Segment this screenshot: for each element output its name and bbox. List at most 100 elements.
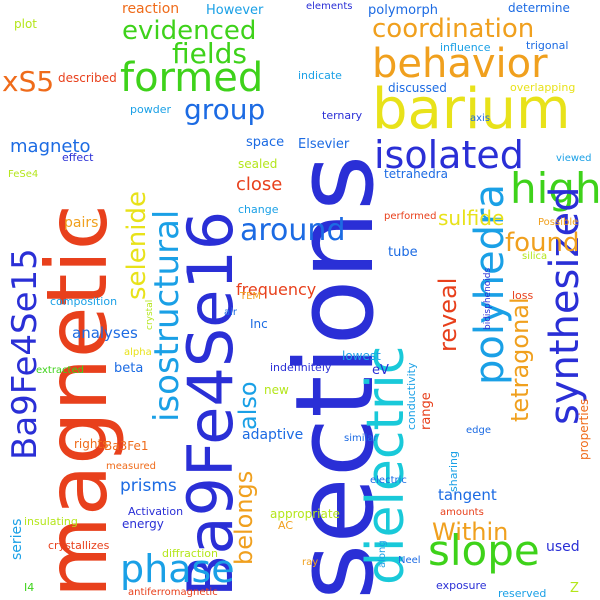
word-formed: formed xyxy=(120,55,264,101)
word-reserved: reserved xyxy=(498,587,547,600)
word-crystal: crystal xyxy=(145,299,155,330)
word-tangent: tangent xyxy=(438,486,497,504)
word-tetragonal: tetragonal xyxy=(506,297,534,422)
word-however: However xyxy=(206,3,264,18)
word-within: Within xyxy=(432,518,509,546)
word-overlapping: overlapping xyxy=(510,81,576,94)
word-ba3fe1: Ba3Fe1 xyxy=(104,439,149,453)
word-reaction: reaction xyxy=(122,1,180,17)
word-tube: tube xyxy=(388,245,418,260)
word-space: space xyxy=(246,135,285,150)
word-polymorph: polymorph xyxy=(368,3,438,18)
word-measured: measured xyxy=(106,461,156,472)
word-possible: Possible xyxy=(538,217,579,228)
word-also: also xyxy=(234,381,262,430)
word-behavior: behavior xyxy=(372,41,548,87)
word-elsevier: Elsevier xyxy=(298,137,350,152)
word-isolated: isolated xyxy=(374,133,524,177)
word-frequency: frequency xyxy=(236,280,317,299)
word-powder: powder xyxy=(130,103,171,116)
word-xs5: xS5 xyxy=(2,65,55,98)
word-performed: performed xyxy=(384,211,437,222)
word-properties: properties xyxy=(577,398,591,460)
word-determine: determine xyxy=(508,1,570,15)
word-diffraction: diffraction xyxy=(162,547,218,560)
word-extracted: extracted xyxy=(36,365,84,376)
word-new: new xyxy=(264,383,289,397)
word-exposure: exposure xyxy=(436,579,487,592)
word-alpha: alpha xyxy=(124,347,152,358)
word-plot: plot xyxy=(14,17,37,31)
word-inc: Inc xyxy=(250,317,268,331)
word-beta: beta xyxy=(114,361,144,376)
word-ternary: ternary xyxy=(322,109,363,122)
word-phase: phase xyxy=(120,547,235,591)
word-edge: edge xyxy=(466,425,491,436)
word-appropriate: appropriate xyxy=(270,507,340,521)
word-sealed: sealed xyxy=(238,157,278,171)
word-silica: silica xyxy=(522,251,548,262)
word-fields: fields xyxy=(172,37,248,70)
word-around: around xyxy=(240,213,346,248)
word-electric: electric xyxy=(370,475,407,486)
word-indicate: indicate xyxy=(298,69,342,82)
word-lowest: lowest xyxy=(342,349,381,363)
word-energy: energy xyxy=(122,517,164,531)
word-influence: influence xyxy=(440,41,491,54)
word-reveal: reveal xyxy=(434,277,462,352)
word-series: series xyxy=(9,518,25,560)
word-selenide: selenide xyxy=(122,191,152,300)
word-air: air xyxy=(224,307,238,318)
word-composition: composition xyxy=(50,295,118,308)
word-adaptive: adaptive xyxy=(242,427,304,443)
word-conductivity: conductivity xyxy=(405,362,418,430)
word-used: used xyxy=(546,539,580,555)
word-viewed: viewed xyxy=(556,153,592,164)
word-elements: elements xyxy=(306,1,353,12)
word-ac: AC xyxy=(278,519,294,532)
word-amounts: amounts xyxy=(440,507,484,518)
word-change: change xyxy=(238,203,279,216)
word-slope: slope xyxy=(428,526,540,575)
word-analyses: analyses xyxy=(72,324,138,342)
word-bidisphenoids: bidisphenoids xyxy=(483,267,493,330)
word-close: close xyxy=(236,174,283,195)
word-indefinitely: indefinitely xyxy=(270,361,332,374)
word-crystallizes: crystallizes xyxy=(48,539,110,552)
word-pairs: pairs xyxy=(64,215,99,231)
word-described: described xyxy=(58,71,117,85)
word-along: along xyxy=(377,540,388,568)
word-range: range xyxy=(419,392,434,430)
word-belongs: belongs xyxy=(230,470,258,565)
word-evidenced: evidenced xyxy=(122,16,257,46)
word-i4: I4 xyxy=(24,581,35,594)
word-rights: rights xyxy=(74,437,109,451)
word-ev: eV xyxy=(372,363,389,378)
word-isostructural: isostructural xyxy=(147,209,187,422)
word-ray: ray xyxy=(302,557,319,568)
word-fese4: FeSe4 xyxy=(8,169,39,180)
word-barium: barium xyxy=(372,77,571,142)
word-effect: effect xyxy=(62,151,94,164)
word-coordination: coordination xyxy=(372,14,535,44)
word-found: found xyxy=(505,228,580,258)
word-activation: Activation xyxy=(128,505,184,518)
word-discussed: discussed xyxy=(388,81,447,95)
word-loss: loss xyxy=(512,289,534,302)
word-similar: similar xyxy=(344,433,378,444)
word-axis: axis xyxy=(470,113,491,124)
word-ba9fe4se15: Ba9Fe4Se15 xyxy=(5,248,45,460)
word-z: Z xyxy=(570,581,579,596)
word-trigonal: trigonal xyxy=(526,39,569,52)
word-tetrahedra: tetrahedra xyxy=(384,167,448,181)
word-prisms: prisms xyxy=(120,476,177,496)
word-antiferromagnetic: antiferromagnetic xyxy=(128,587,218,598)
word-neel: Neel xyxy=(398,555,421,566)
word-high: high xyxy=(510,164,600,213)
word-tem: TEM xyxy=(240,291,262,302)
word-sulfide: sulfide xyxy=(438,206,505,230)
word-insulating: insulating xyxy=(24,515,78,528)
word-magneto: magneto xyxy=(10,136,91,157)
word-group: group xyxy=(184,93,266,126)
